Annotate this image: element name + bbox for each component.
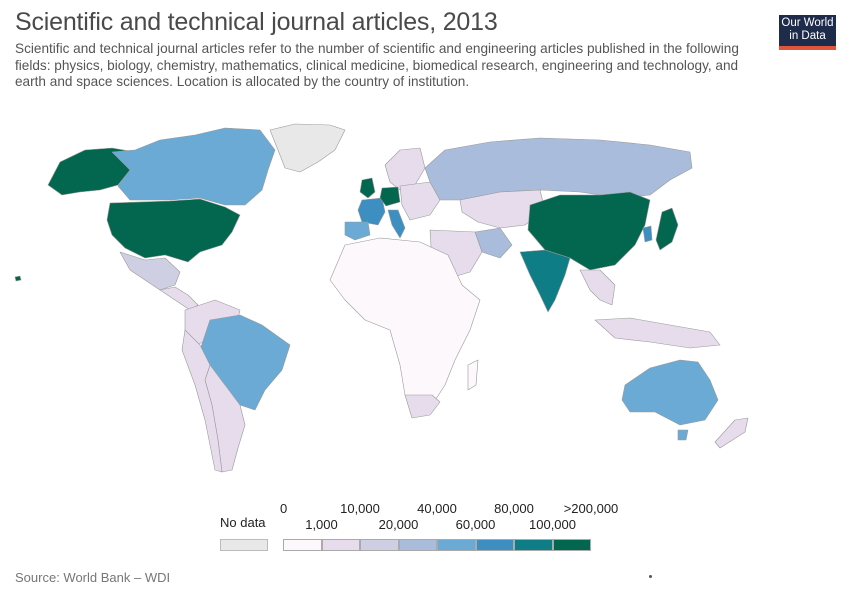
- legend-no-data-label: No data: [220, 515, 266, 530]
- region-india[interactable]: [519, 249, 571, 313]
- region-south-africa[interactable]: [404, 394, 441, 419]
- region-japan[interactable]: [655, 207, 679, 251]
- region-australia[interactable]: [621, 359, 719, 426]
- source-note[interactable]: Source: World Bank – WDI: [15, 570, 171, 585]
- legend-bin-3[interactable]: [398, 539, 437, 551]
- legend-bin-4[interactable]: [437, 539, 476, 551]
- legend-tick-bottom: 60,000: [455, 517, 496, 532]
- region-south-america-west[interactable]: [181, 329, 223, 473]
- decorative-dot: [649, 575, 652, 578]
- region-southeast-asia[interactable]: [579, 269, 616, 306]
- region-scandinavia[interactable]: [384, 147, 426, 191]
- legend-tick-top: 10,000: [340, 501, 380, 516]
- region-germany[interactable]: [379, 186, 401, 207]
- legend: No data 0 1,000 10,000 20,000 40,000 60,000 80…: [0, 495, 850, 565]
- logo-line-2: in Data: [789, 30, 826, 42]
- region-central-asia[interactable]: [459, 189, 546, 229]
- chart-title: Scientific and technical journal article…: [15, 8, 498, 36]
- legend-tick-bottom: 1,000: [305, 517, 338, 532]
- legend-bin-2[interactable]: [360, 539, 399, 551]
- region-russia[interactable]: [424, 137, 693, 201]
- region-madagascar[interactable]: [467, 359, 479, 391]
- region-indonesia[interactable]: [594, 317, 721, 349]
- legend-bin-7[interactable]: [552, 539, 591, 551]
- region-hawaii[interactable]: [14, 275, 22, 282]
- region-mexico[interactable]: [119, 251, 181, 291]
- region-africa[interactable]: [329, 237, 481, 413]
- region-uk[interactable]: [359, 177, 376, 199]
- legend-tick-top: 40,000: [417, 501, 457, 516]
- legend-tick-top: >200,000: [563, 501, 619, 516]
- world-map[interactable]: [0, 100, 850, 490]
- region-central-america[interactable]: [159, 286, 199, 311]
- legend-bin-5[interactable]: [475, 539, 514, 551]
- region-canada[interactable]: [111, 127, 276, 206]
- region-tasmania[interactable]: [677, 429, 689, 441]
- region-greenland[interactable]: [269, 123, 346, 173]
- legend-no-data-swatch[interactable]: [220, 539, 268, 551]
- legend-tick-top: 0: [280, 501, 288, 516]
- region-france[interactable]: [357, 197, 386, 226]
- region-usa[interactable]: [106, 198, 241, 263]
- region-italy[interactable]: [387, 209, 406, 239]
- legend-bin-1[interactable]: [321, 539, 360, 551]
- chart-subtitle: Scientific and technical journal article…: [15, 41, 739, 90]
- logo-line-1: Our World: [781, 17, 834, 29]
- owid-logo[interactable]: Our World in Data: [779, 15, 836, 50]
- legend-bin-6[interactable]: [514, 539, 553, 551]
- region-new-zealand[interactable]: [714, 417, 749, 449]
- legend-tick-bottom: 100,000: [529, 517, 576, 532]
- region-spain[interactable]: [344, 221, 371, 241]
- legend-tick-bottom: 20,000: [378, 517, 419, 532]
- legend-bin-0[interactable]: [283, 539, 322, 551]
- region-south-korea[interactable]: [642, 225, 653, 243]
- legend-tick-top: 80,000: [494, 501, 534, 516]
